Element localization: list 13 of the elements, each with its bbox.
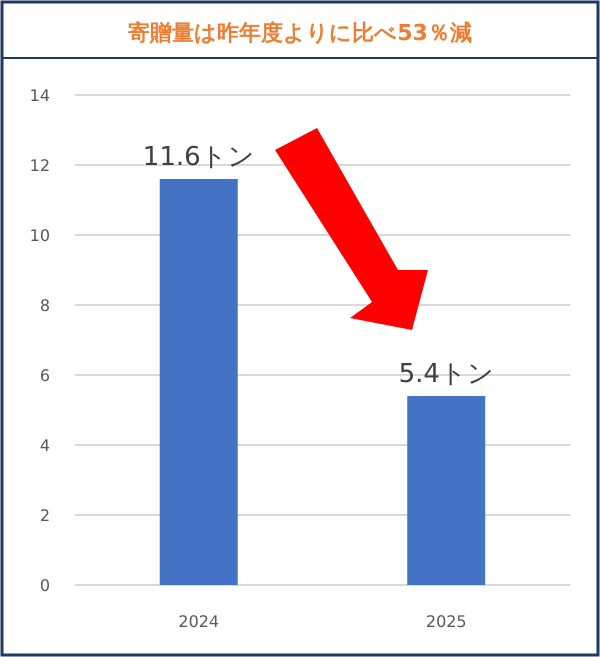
y-tick-label: 12 (30, 156, 50, 175)
x-tick-label: 2024 (178, 612, 220, 631)
y-tick-label: 10 (30, 226, 50, 245)
chart-title: 寄贈量は昨年度よりに比べ53％減 (128, 20, 472, 46)
y-tick-label: 8 (40, 296, 50, 315)
data-label: 5.4トン (398, 359, 494, 389)
y-tick-label: 14 (30, 86, 50, 105)
y-tick-label: 6 (40, 366, 50, 385)
y-tick-label: 2 (40, 506, 50, 525)
data-label: 11.6トン (142, 142, 255, 172)
x-tick-label: 2025 (426, 612, 467, 631)
y-tick-label: 4 (40, 436, 50, 455)
y-tick-label: 0 (40, 576, 50, 595)
